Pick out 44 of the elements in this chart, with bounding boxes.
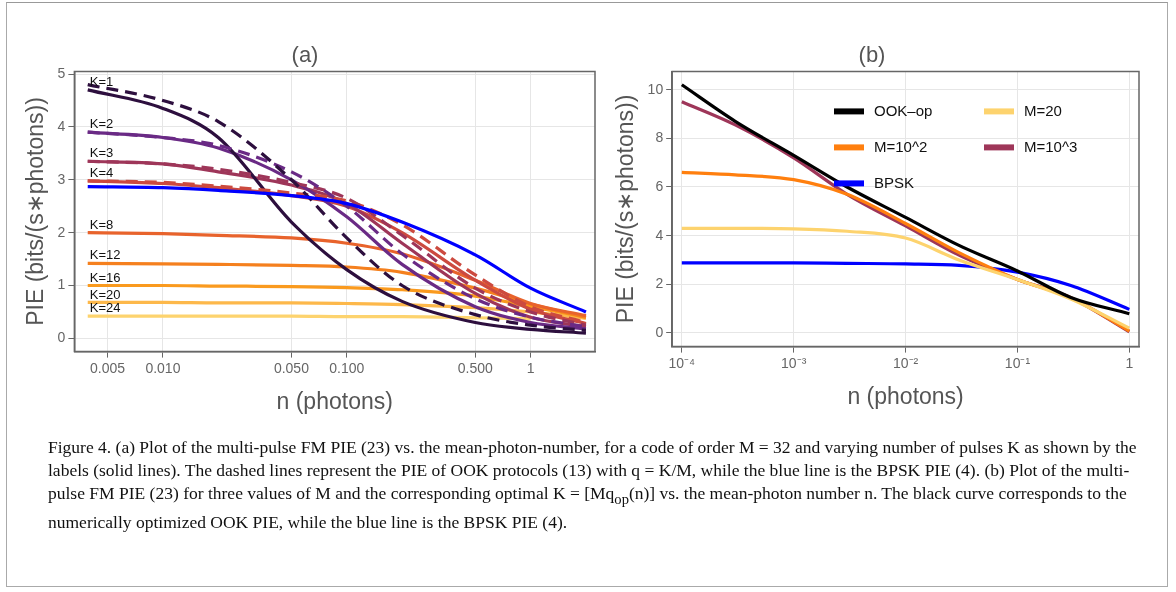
legend-label: M=10^2	[874, 137, 928, 155]
x-tick-label: 0.005	[90, 359, 126, 376]
y-axis-title: PIE (bits/(s∗photons))	[612, 94, 639, 324]
legend-label: BPSK	[874, 173, 915, 191]
y-axis-title: PIE (bits/(s∗photons))	[22, 97, 49, 326]
series-label: K=16	[89, 269, 121, 285]
y-tick-label: 4	[57, 117, 66, 134]
y-tick-label: 0	[57, 329, 66, 346]
y-tick-label: 2	[57, 223, 66, 240]
series-label: K=4	[89, 164, 114, 180]
legend-label: OOK–op	[874, 101, 933, 119]
series-label: K=8	[89, 216, 114, 232]
series-label: K=3	[89, 145, 114, 161]
legend-label: M=20	[1024, 101, 1062, 119]
y-tick-label: 5	[57, 64, 66, 81]
y-tick-label: 10	[647, 80, 664, 97]
x-tick-label: 0.100	[329, 359, 365, 376]
series-label: K=12	[89, 247, 121, 263]
x-tick-label: 10⁻¹	[1004, 354, 1031, 371]
series-label: K=24	[89, 300, 121, 316]
y-tick-label: 3	[57, 170, 66, 187]
x-tick-label: 0.050	[273, 359, 310, 376]
x-tick-label: 10⁻⁴	[668, 354, 696, 371]
y-tick-label: 6	[655, 177, 664, 194]
x-tick-label: 0.500	[457, 359, 493, 376]
chart-title: (b)	[858, 42, 886, 68]
x-axis-title: n (photons)	[276, 387, 393, 414]
series-label: K=20	[89, 286, 121, 302]
y-tick-label: 2	[655, 275, 664, 292]
x-tick-label: 10⁻²	[892, 354, 919, 371]
series-label: K=1	[89, 73, 114, 89]
y-tick-label: 8	[655, 129, 664, 146]
y-tick-label: 1	[57, 276, 66, 293]
x-tick-label: 1	[526, 359, 535, 376]
x-tick-label: 0.010	[145, 359, 181, 376]
legend-label: M=10^3	[1024, 137, 1078, 155]
x-tick-label: 1	[1125, 354, 1134, 371]
series-label: K=2	[89, 116, 114, 132]
text: Figure 4. (a) Plot of the multi-pulse FM PIE (23) vs. the mean-photon-number, for a code of order M = 32 and varying number of pulses K as shown by the labels (solid lines). The dashed lines represent the PIE of OOK protocols (13) with q = K/M, while the blue line is the BPSK PIE (4). (b) Plot of the multi-pulse FM PIE (23) for three values of M and the corresponding optimal K = [Mq$_{op}$(n)] vs. the mean-photon number n. The black curve corresponds to the numerically optimized OOK PIE, while the blue line is the BPSK PIE (4).	[48, 437, 1137, 532]
x-axis-title: n (photons)	[847, 382, 964, 409]
x-tick-label: 10⁻³	[781, 354, 807, 371]
chart-title: (a)	[291, 42, 319, 68]
y-tick-label: 0	[655, 323, 664, 340]
y-tick-label: 4	[655, 226, 664, 243]
